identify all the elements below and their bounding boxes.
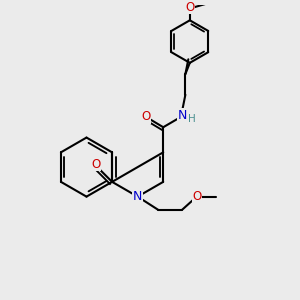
- Text: H: H: [188, 114, 196, 124]
- Text: O: O: [141, 110, 150, 123]
- Text: O: O: [185, 1, 194, 13]
- Text: N: N: [133, 190, 142, 203]
- Text: N: N: [178, 109, 187, 122]
- Text: O: O: [91, 158, 101, 171]
- Text: O: O: [192, 190, 201, 203]
